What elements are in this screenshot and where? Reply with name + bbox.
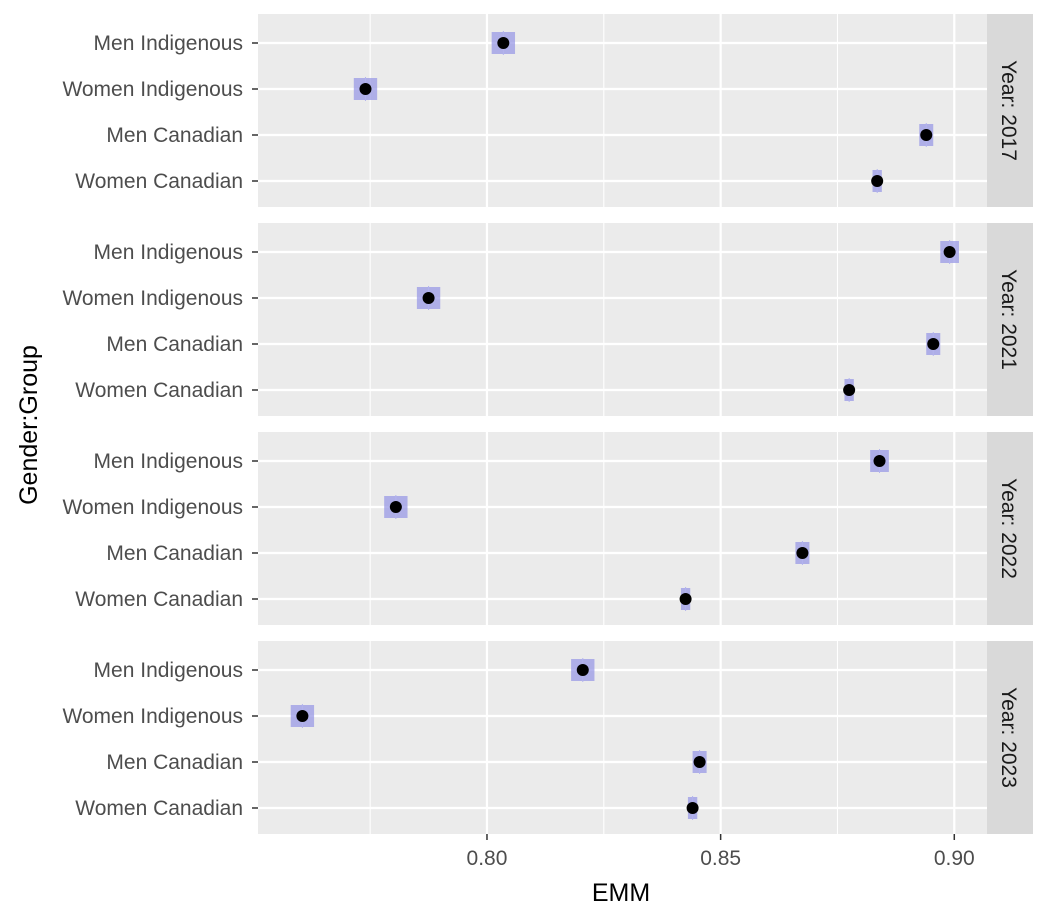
data-point: [796, 547, 809, 559]
y-tick-label: Women Indigenous: [62, 496, 243, 519]
strip-background: [987, 641, 1033, 834]
panel-background: [258, 14, 987, 207]
y-tick-label: Women Canadian: [75, 170, 243, 193]
facet-panel: Year: 2017 Men Indigenous Women Indigenous…: [62, 14, 1033, 207]
y-tick-label: Men Canadian: [106, 751, 243, 774]
y-tick-label: Men Indigenous: [94, 450, 243, 473]
panel-background: [258, 432, 987, 625]
data-point: [920, 129, 933, 141]
panel-background: [258, 641, 987, 834]
y-tick-label: Women Indigenous: [62, 78, 243, 101]
strip-background: [987, 223, 1033, 416]
data-point: [576, 664, 589, 676]
data-point: [693, 756, 706, 768]
y-tick-label: Women Canadian: [75, 797, 243, 820]
y-tick-label: Men Indigenous: [94, 659, 243, 682]
strip-label: Year: 2017: [997, 60, 1020, 161]
y-tick-label: Women Indigenous: [62, 705, 243, 728]
panel-background: [258, 223, 987, 416]
data-point: [679, 593, 692, 605]
strip-label: Year: 2023: [997, 687, 1020, 788]
data-point: [927, 338, 940, 350]
strip-background: [987, 14, 1033, 207]
y-tick-label: Men Canadian: [106, 333, 243, 356]
facet-panels: Year: 2017 Men Indigenous Women Indigenous…: [62, 14, 1033, 834]
y-tick-label: Women Canadian: [75, 379, 243, 402]
y-tick-label: Women Indigenous: [62, 287, 243, 310]
data-point: [359, 83, 372, 95]
data-point: [422, 292, 435, 304]
data-point: [686, 802, 699, 814]
y-tick-label: Women Canadian: [75, 588, 243, 611]
x-tick-label: 0.85: [700, 847, 741, 870]
y-tick-label: Men Canadian: [106, 542, 243, 565]
data-point: [296, 710, 309, 722]
facet-panel: Year: 2022 Men Indigenous Women Indigenous…: [62, 432, 1033, 625]
facet-panel: Year: 2021 Men Indigenous Women Indigenous…: [62, 223, 1033, 416]
data-point: [843, 384, 856, 396]
data-point: [389, 501, 402, 513]
y-tick-label: Men Canadian: [106, 124, 243, 147]
x-tick-label: 0.80: [467, 847, 508, 870]
x-axis: 0.80 0.85 0.90: [467, 834, 975, 870]
data-point: [873, 455, 886, 467]
x-axis-title: EMM: [592, 879, 650, 907]
strip-label: Year: 2021: [997, 269, 1020, 370]
y-axis-title: Gender:Group: [15, 345, 43, 505]
y-tick-label: Men Indigenous: [94, 241, 243, 264]
strip-label: Year: 2022: [997, 478, 1020, 579]
facet-panel: Year: 2023 Men Indigenous Women Indigenous…: [62, 641, 1033, 834]
data-point: [871, 175, 884, 187]
y-tick-label: Men Indigenous: [94, 32, 243, 55]
x-tick-label: 0.90: [934, 847, 975, 870]
data-point: [943, 246, 956, 258]
data-point: [497, 37, 510, 49]
strip-background: [987, 432, 1033, 625]
